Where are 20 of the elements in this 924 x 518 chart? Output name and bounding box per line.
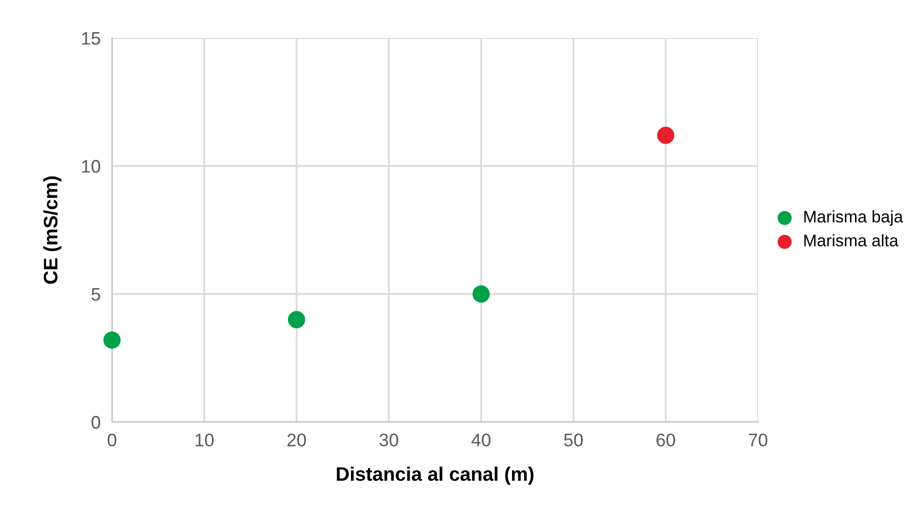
point bbox=[103, 331, 121, 349]
legend-label: Marisma baja bbox=[804, 210, 904, 226]
y-tick-label: 0 bbox=[92, 416, 100, 429]
x-tick-label: 10 bbox=[196, 434, 214, 446]
x-tick-label: 50 bbox=[564, 434, 583, 446]
x-tick-label: 0 bbox=[108, 434, 116, 446]
point bbox=[657, 126, 674, 144]
legend-label: Marisma alta bbox=[804, 234, 898, 246]
x-tick-label: 20 bbox=[287, 434, 306, 446]
x-tick-label: 70 bbox=[748, 434, 768, 446]
x-tick-label: 40 bbox=[472, 434, 490, 446]
y-tick-label: 10 bbox=[82, 160, 100, 173]
y-axis-title: CE (mS/cm) bbox=[43, 176, 62, 284]
y-tick-label: 5 bbox=[92, 288, 100, 301]
y-tick-label: 15 bbox=[82, 32, 100, 45]
point bbox=[472, 285, 490, 303]
x-tick-label: 30 bbox=[380, 434, 398, 446]
x-axis-title: Distancia al canal (m) bbox=[336, 466, 534, 485]
point bbox=[288, 310, 306, 328]
x-tick-label: 60 bbox=[656, 434, 676, 446]
